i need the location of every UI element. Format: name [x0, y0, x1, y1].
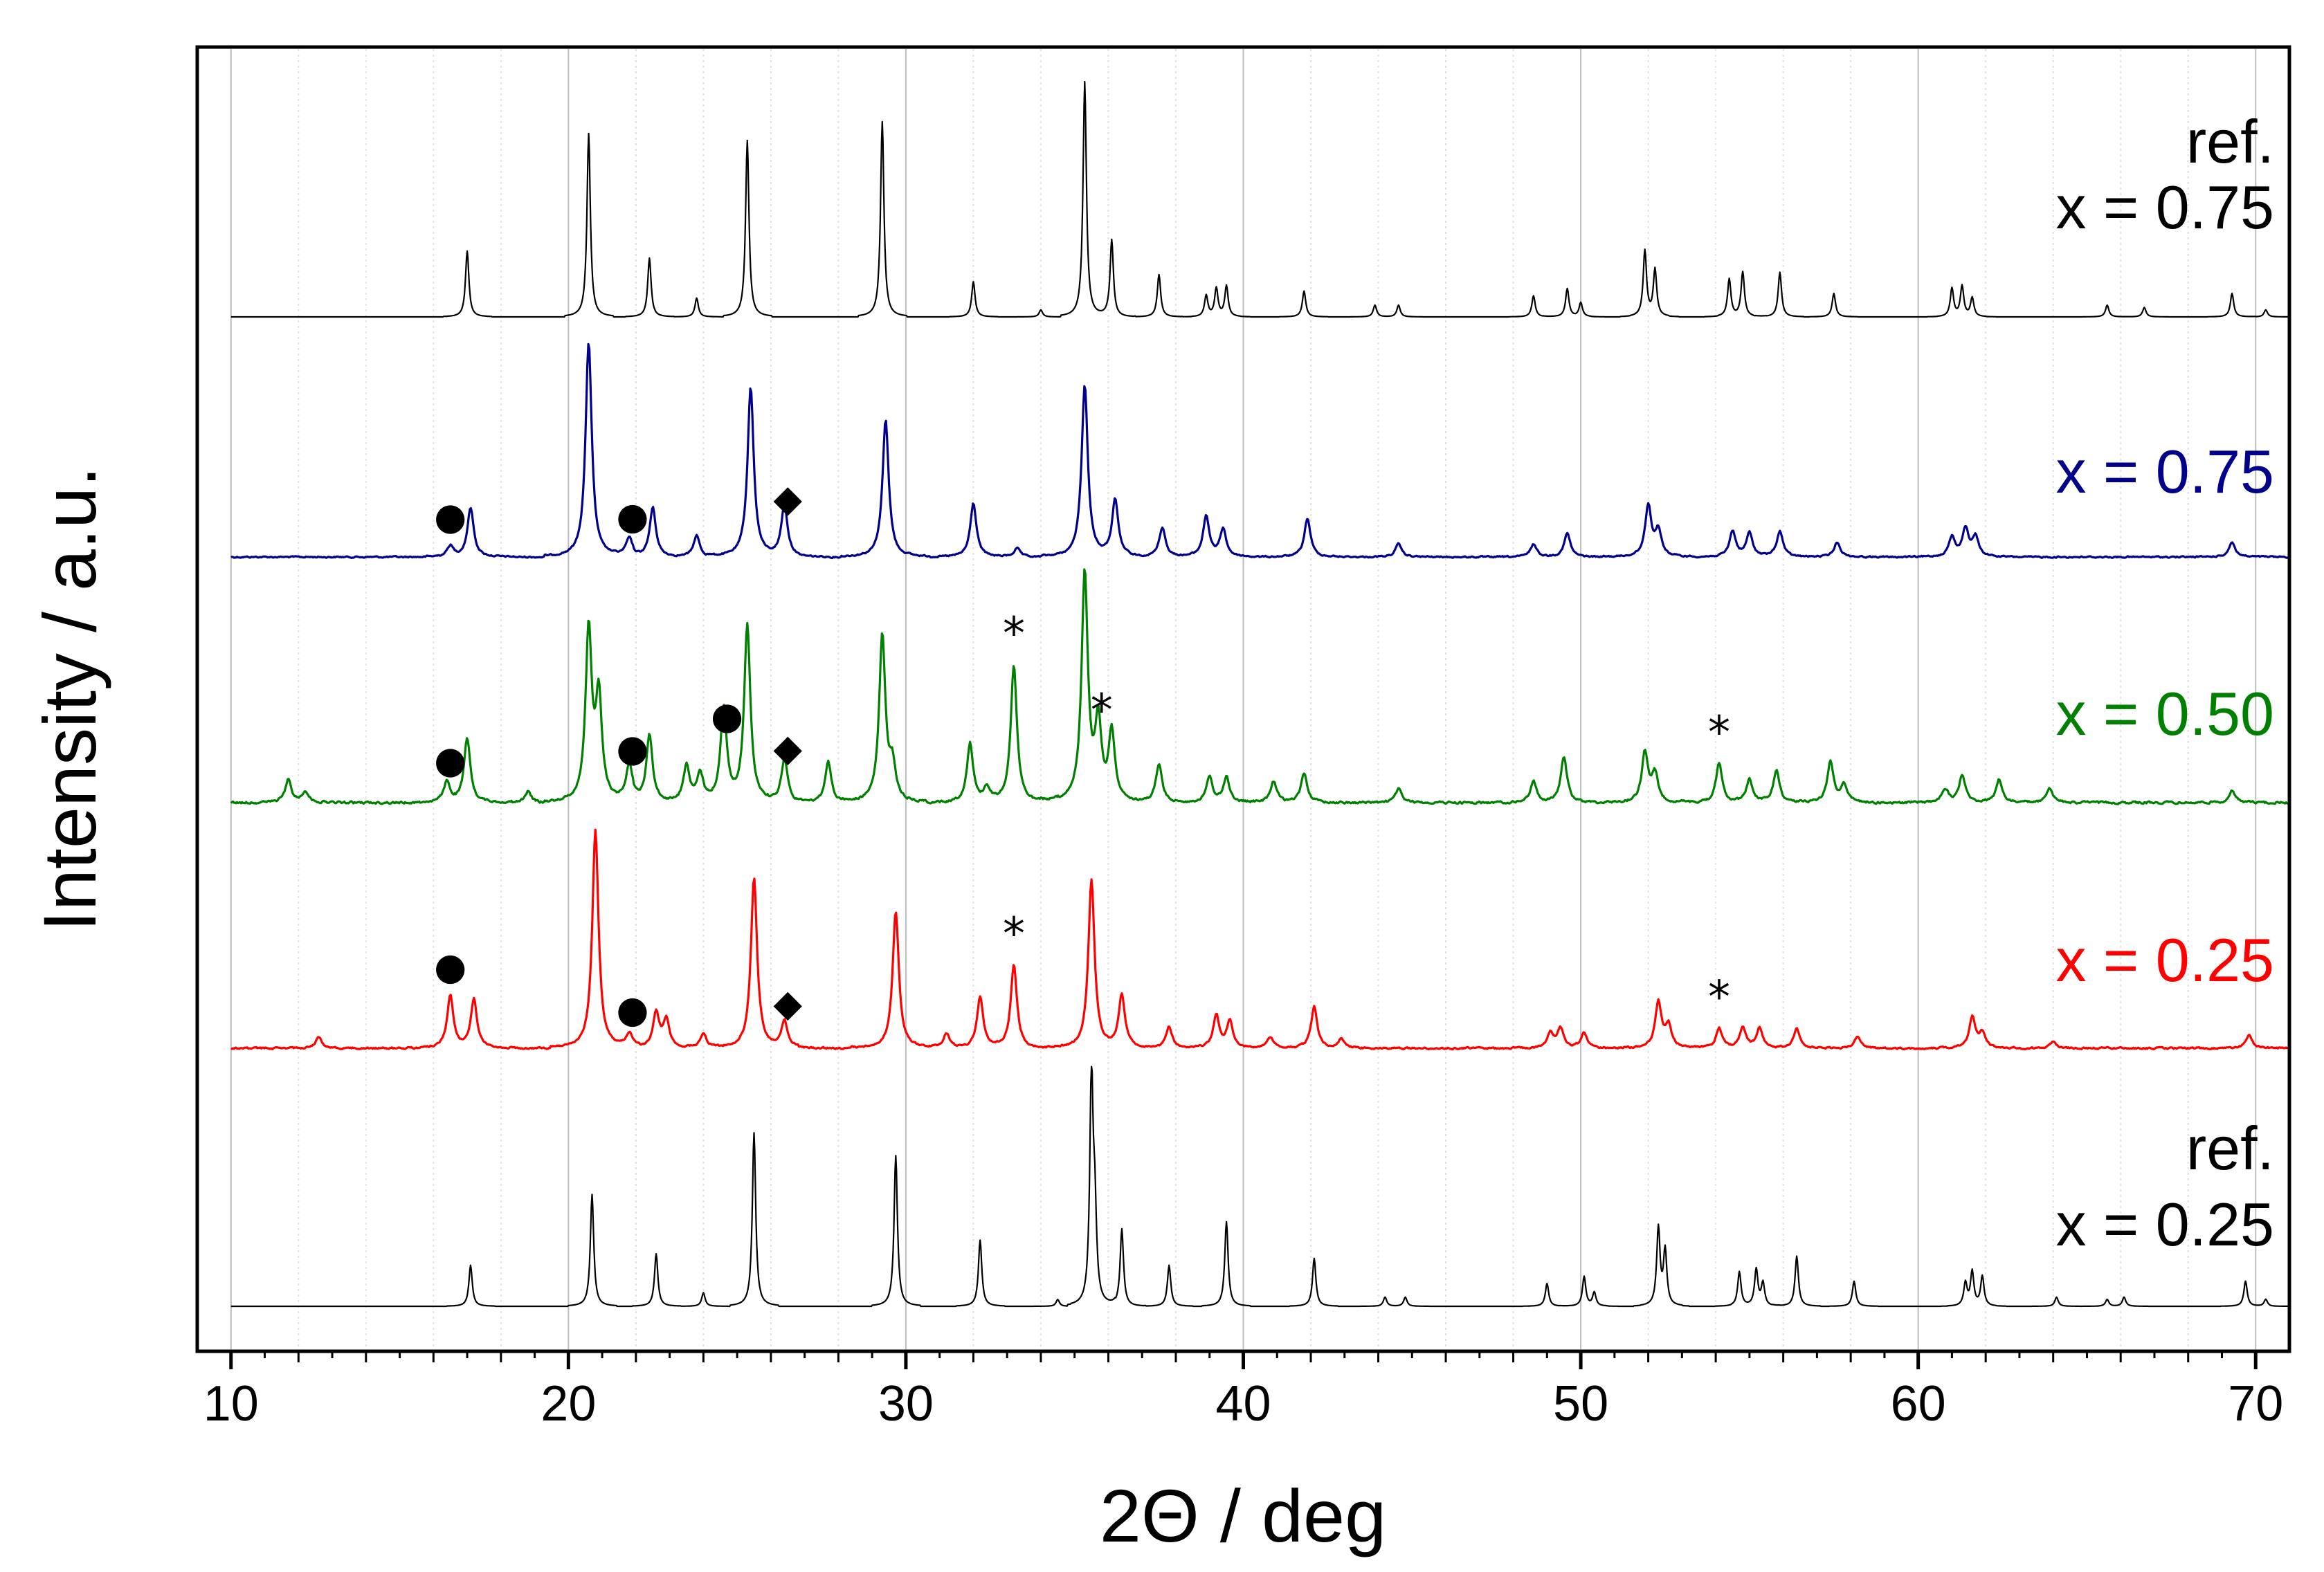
x-tick-label: 70 — [2228, 1376, 2283, 1432]
trace-x-0-25 — [230, 828, 2290, 1051]
x-tick-label: 60 — [1891, 1376, 1946, 1432]
peak-marker: * — [1708, 708, 1730, 759]
trace-x-0-50 — [230, 568, 2290, 806]
series-labels: ref.x = 0.75x = 0.75x = 0.50x = 0.25ref.… — [2055, 107, 2274, 1259]
peak-marker: ◆ — [774, 982, 803, 1025]
peak-marker: ● — [711, 694, 743, 738]
x-tick-label: 10 — [203, 1376, 259, 1432]
vertical-grid — [230, 49, 2257, 1349]
x-tick-label: 30 — [878, 1376, 934, 1432]
x-axis-title: 2Θ / deg — [1100, 1474, 1386, 1557]
peak-marker: ● — [434, 495, 466, 538]
trace-ref-x-0-25 — [230, 1066, 2290, 1308]
peak-marker: * — [1003, 908, 1025, 960]
peak-marker: ◆ — [774, 726, 803, 770]
series-label: x = 0.25 — [2055, 926, 2274, 994]
y-axis-title: Intensity / a.u. — [28, 466, 111, 931]
peak-marker: ● — [434, 738, 466, 782]
peak-marker: * — [1003, 608, 1025, 659]
x-tick-label: 50 — [1553, 1376, 1608, 1432]
peak-marker: ● — [616, 987, 648, 1031]
trace-ref-x-0-75 — [230, 80, 2290, 318]
peak-marker: ◆ — [774, 477, 803, 520]
peak-marker: * — [1091, 686, 1113, 737]
x-axis-ticks: 10 20 30 40 50 60 70 — [203, 1351, 2283, 1432]
peak-marker: ● — [616, 726, 648, 770]
peak-annotations: ● ● ◆ ● ● ● ◆ * * * ● ● ◆ * * — [434, 477, 1730, 1031]
series-label: ref. — [2186, 1114, 2274, 1182]
x-tick-label: 20 — [541, 1376, 596, 1432]
trace-x-0-75 — [230, 342, 2290, 560]
series-label: x = 0.75 — [2055, 173, 2274, 241]
peak-marker: ● — [616, 494, 648, 538]
series-label: x = 0.50 — [2055, 679, 2274, 748]
series-label: x = 0.75 — [2055, 437, 2274, 506]
peak-marker: ● — [434, 944, 466, 988]
traces — [230, 80, 2290, 1308]
series-label: x = 0.25 — [2055, 1190, 2274, 1259]
x-tick-label: 40 — [1215, 1376, 1271, 1432]
series-label: ref. — [2186, 107, 2274, 176]
peak-marker: * — [1708, 972, 1730, 1023]
